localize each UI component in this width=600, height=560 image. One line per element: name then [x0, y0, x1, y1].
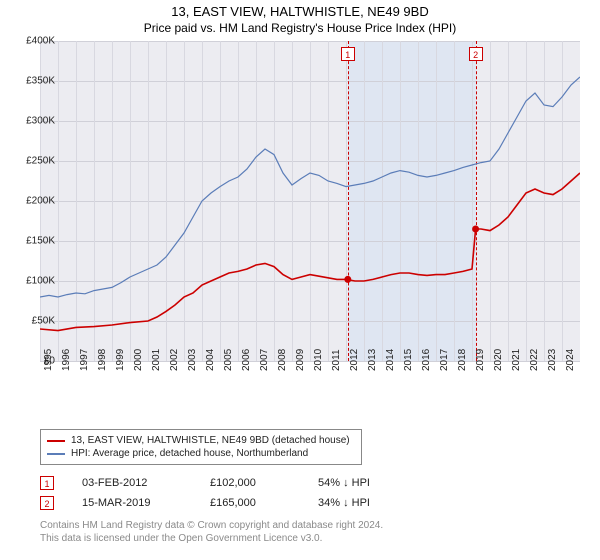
sales-row-marker: 1 — [40, 476, 54, 490]
sales-row-hpi: 54% ↓ HPI — [318, 477, 418, 489]
x-axis-label: 2003 — [187, 349, 198, 371]
x-axis-label: 2016 — [421, 349, 432, 371]
series-line-hpi — [40, 77, 580, 297]
chart-container: 13, EAST VIEW, HALTWHISTLE, NE49 9BD Pri… — [0, 0, 600, 560]
x-axis-label: 2002 — [169, 349, 180, 371]
x-axis-label: 2006 — [241, 349, 252, 371]
y-axis-label: £100K — [26, 276, 55, 287]
sales-row-marker: 2 — [40, 496, 54, 510]
x-axis-label: 1995 — [43, 349, 54, 371]
x-axis-label: 1998 — [97, 349, 108, 371]
y-axis-label: £150K — [26, 236, 55, 247]
x-axis-label: 2004 — [205, 349, 216, 371]
legend-swatch — [47, 453, 65, 455]
x-axis-label: 2008 — [277, 349, 288, 371]
sale-point-dot — [472, 226, 479, 233]
attribution-text: Contains HM Land Registry data © Crown c… — [40, 519, 600, 545]
x-axis-label: 2001 — [151, 349, 162, 371]
y-axis-label: £250K — [26, 156, 55, 167]
sales-row: 2 15-MAR-2019 £165,000 34% ↓ HPI — [40, 493, 600, 513]
sales-row-price: £102,000 — [210, 477, 290, 489]
x-axis-label: 2015 — [403, 349, 414, 371]
y-axis-label: £400K — [26, 36, 55, 47]
sales-row-date: 03-FEB-2012 — [82, 477, 182, 489]
sale-point-dot — [344, 276, 351, 283]
x-axis-label: 2019 — [475, 349, 486, 371]
x-axis-label: 2000 — [133, 349, 144, 371]
x-axis-label: 2011 — [331, 349, 342, 371]
x-axis-label: 1997 — [79, 349, 90, 371]
legend-label: HPI: Average price, detached house, Nort… — [71, 448, 308, 459]
x-axis-label: 2007 — [259, 349, 270, 371]
x-axis-label: 2018 — [457, 349, 468, 371]
sales-row-hpi: 34% ↓ HPI — [318, 497, 418, 509]
sales-row: 1 03-FEB-2012 £102,000 54% ↓ HPI — [40, 473, 600, 493]
chart-plot-wrap: 12 £0£50K£100K£150K£200K£250K£300K£350K£… — [40, 41, 600, 391]
series-line-property — [40, 173, 580, 331]
x-axis-label: 2013 — [367, 349, 378, 371]
sales-row-date: 15-MAR-2019 — [82, 497, 182, 509]
attribution-line-1: Contains HM Land Registry data © Crown c… — [40, 519, 600, 532]
sales-table: 1 03-FEB-2012 £102,000 54% ↓ HPI 2 15-MAR-201… — [40, 473, 600, 513]
x-axis-label: 2005 — [223, 349, 234, 371]
x-axis-label: 2020 — [493, 349, 504, 371]
x-axis-label: 2017 — [439, 349, 450, 371]
legend-item: HPI: Average price, detached house, Nort… — [47, 447, 355, 460]
legend-label: 13, EAST VIEW, HALTWHISTLE, NE49 9BD (de… — [71, 435, 350, 446]
sales-row-price: £165,000 — [210, 497, 290, 509]
x-axis-label: 2014 — [385, 349, 396, 371]
legend-swatch — [47, 440, 65, 442]
line-layer — [40, 41, 580, 361]
x-axis-label: 1999 — [115, 349, 126, 371]
x-axis-label: 2012 — [349, 349, 360, 371]
y-axis-label: £350K — [26, 76, 55, 87]
chart-subtitle: Price paid vs. HM Land Registry's House … — [0, 19, 600, 41]
x-axis-label: 2024 — [565, 349, 576, 371]
y-axis-label: £300K — [26, 116, 55, 127]
y-axis-label: £200K — [26, 196, 55, 207]
x-axis-label: 2021 — [511, 349, 522, 371]
x-axis-label: 2022 — [529, 349, 540, 371]
x-axis-label: 2023 — [547, 349, 558, 371]
legend-box: 13, EAST VIEW, HALTWHISTLE, NE49 9BD (de… — [40, 429, 362, 465]
x-axis-label: 2010 — [313, 349, 324, 371]
attribution-line-2: This data is licensed under the Open Gov… — [40, 532, 600, 545]
x-axis-label: 2009 — [295, 349, 306, 371]
legend-item: 13, EAST VIEW, HALTWHISTLE, NE49 9BD (de… — [47, 434, 355, 447]
y-axis-label: £50K — [32, 316, 55, 327]
x-axis-label: 1996 — [61, 349, 72, 371]
chart-title: 13, EAST VIEW, HALTWHISTLE, NE49 9BD — [0, 0, 600, 19]
